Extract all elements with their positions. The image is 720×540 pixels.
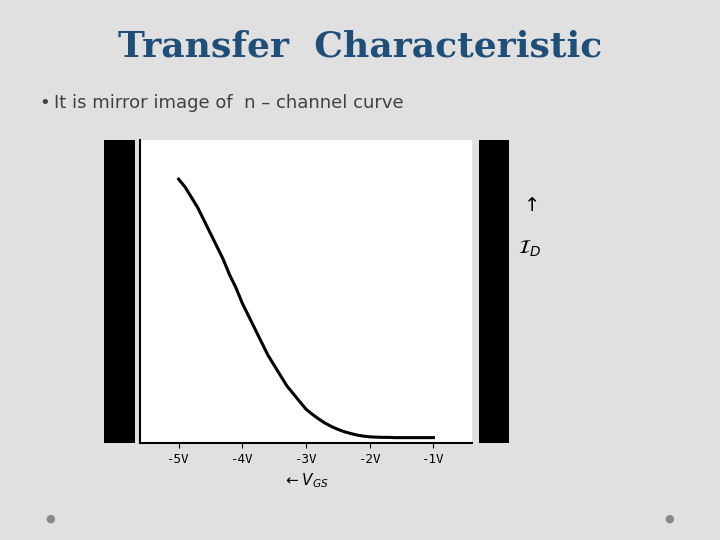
X-axis label: $\leftarrow V_{GS}$: $\leftarrow V_{GS}$: [283, 471, 329, 490]
Text: $\mathcal{I}_D$: $\mathcal{I}_D$: [518, 238, 541, 259]
Text: It is mirror image of  n – channel curve: It is mirror image of n – channel curve: [54, 94, 404, 112]
Text: ●: ●: [665, 514, 675, 523]
Text: ●: ●: [45, 514, 55, 523]
Text: Transfer  Characteristic: Transfer Characteristic: [118, 30, 602, 64]
Text: $\uparrow$: $\uparrow$: [520, 195, 539, 215]
Text: •: •: [40, 94, 50, 112]
